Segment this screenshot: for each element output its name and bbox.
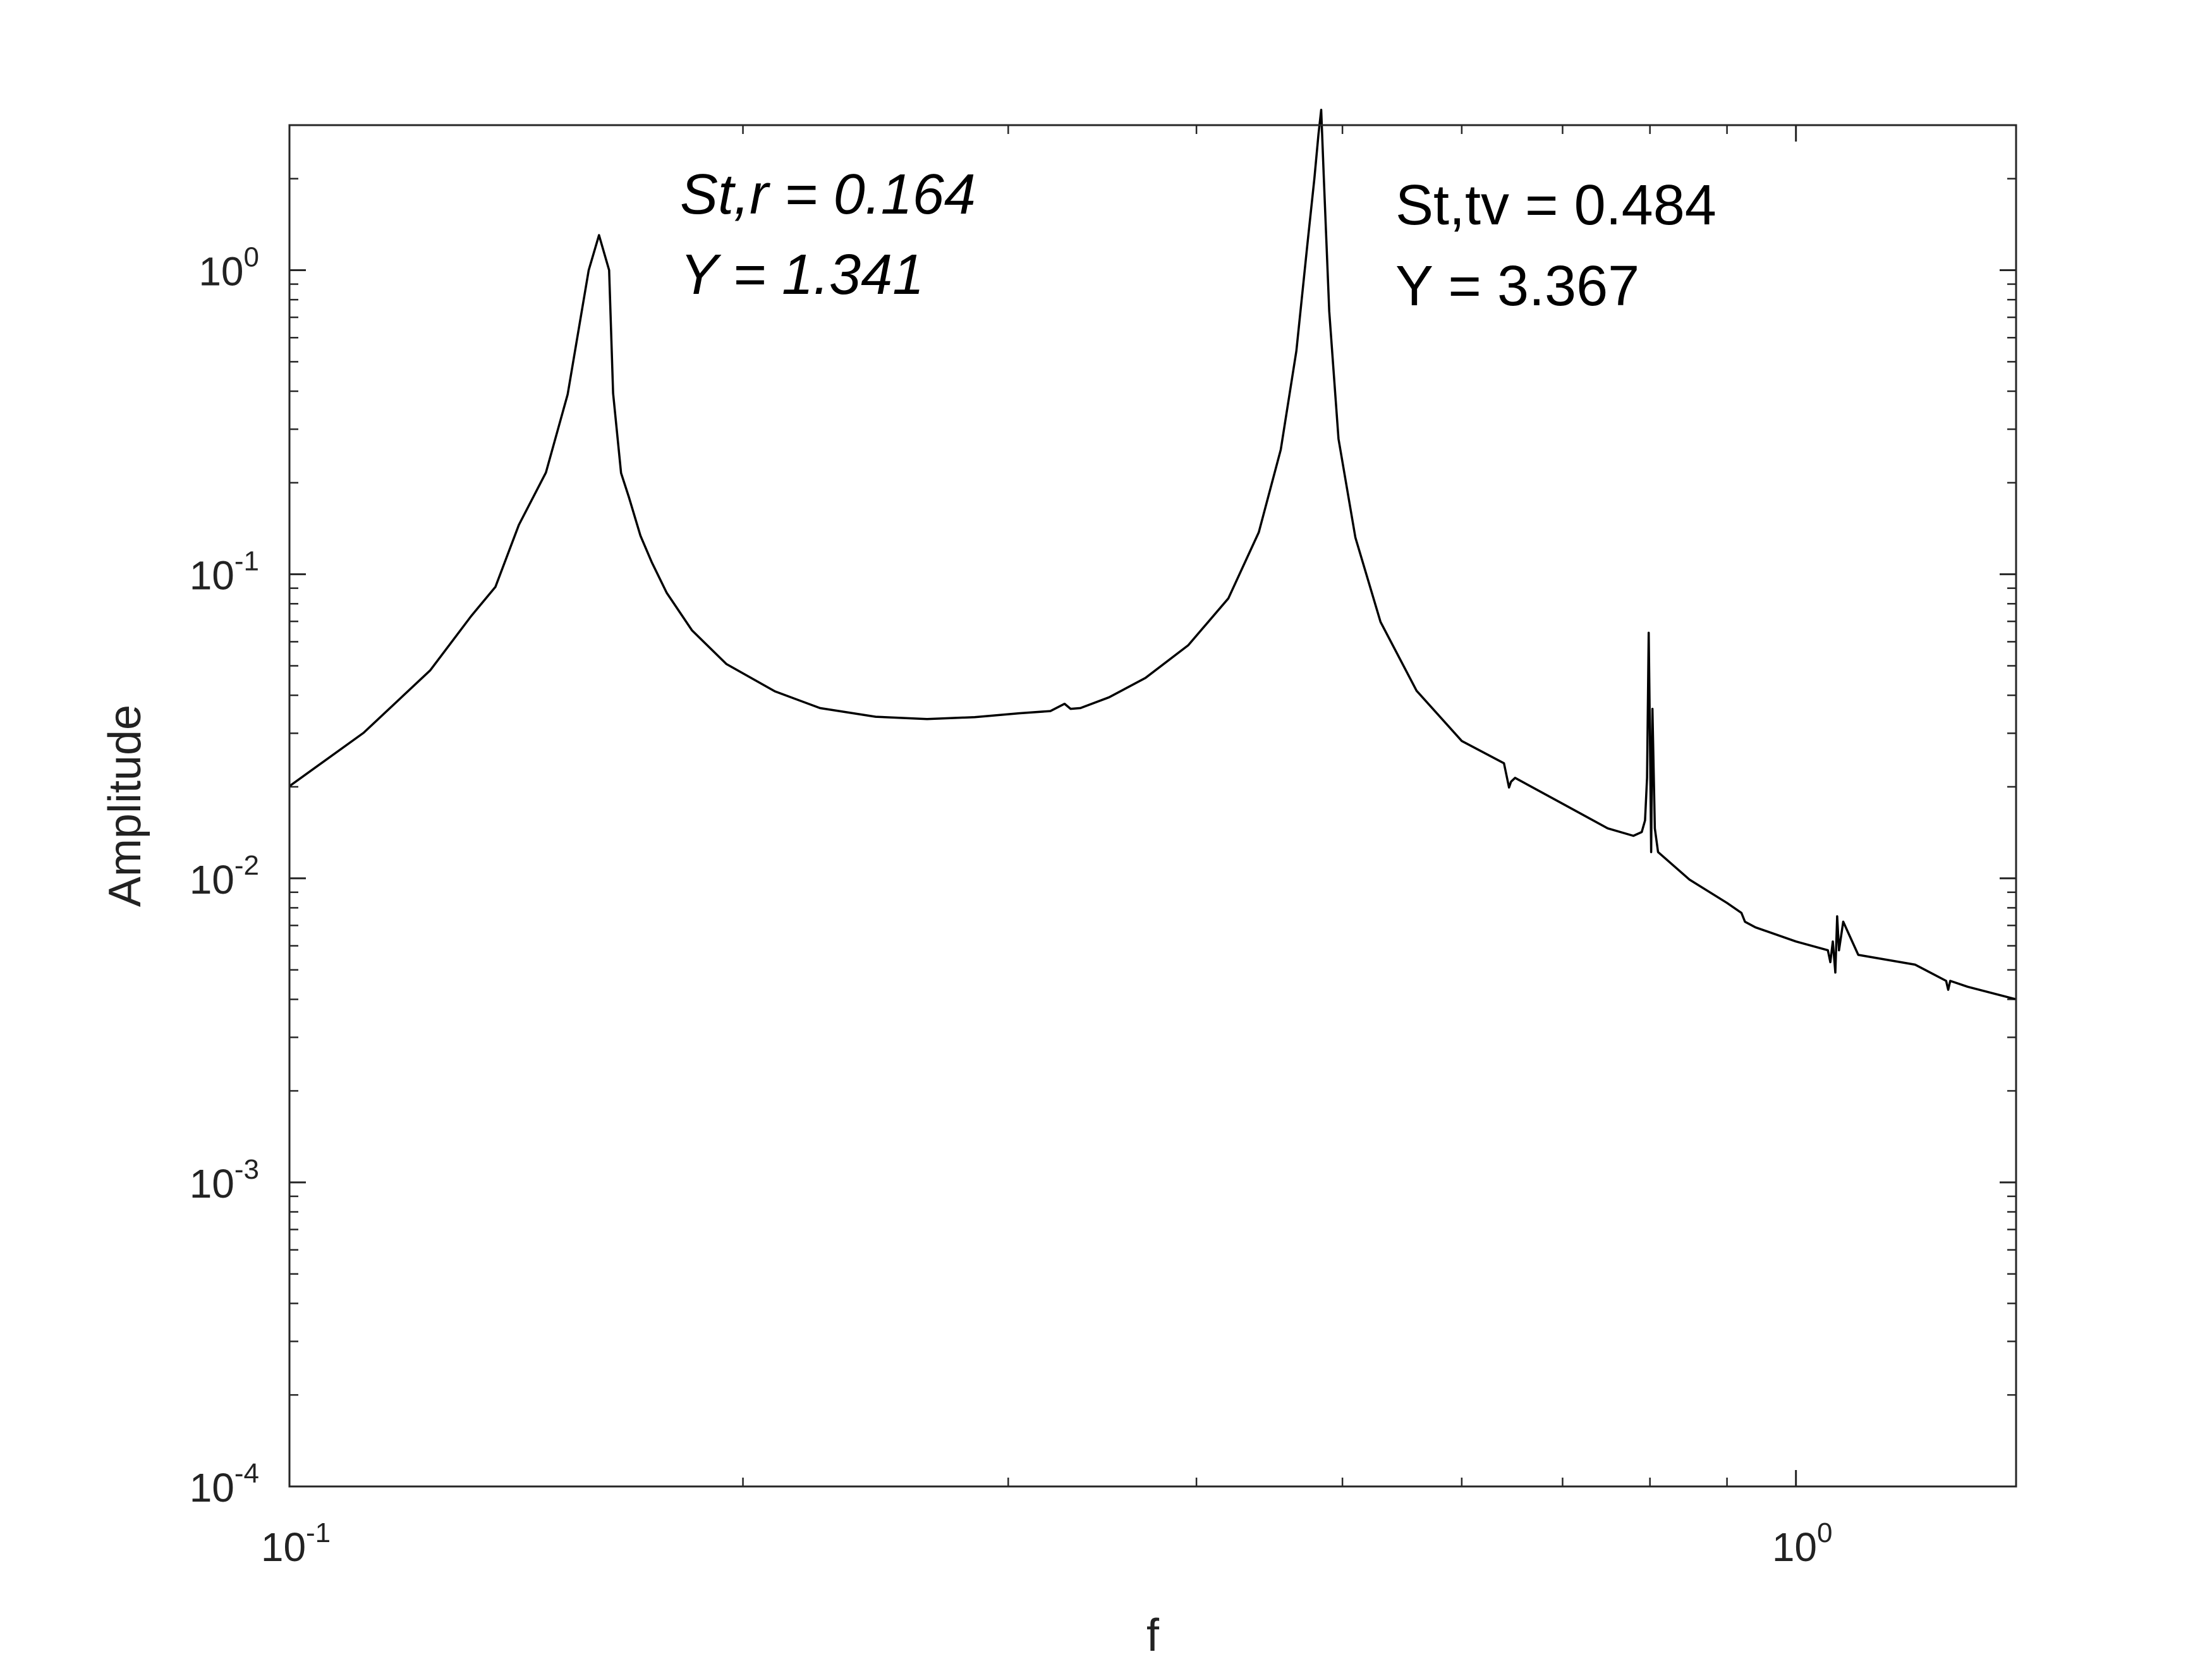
y-tick-label: 100: [198, 242, 259, 295]
y-tick-label: 10-3: [190, 1154, 259, 1206]
y-tick-label: 10-1: [190, 546, 259, 599]
annotation-st-tv: St,tv = 0.484 Y = 3.367: [1395, 174, 1717, 318]
y-tick-labels: 10-4 10-3 10-2 10-1 100: [190, 242, 259, 1510]
plot-frame: [288, 124, 2017, 1488]
y-tick-label: 10-2: [190, 850, 259, 902]
major-ticks: [288, 125, 2016, 1488]
x-tick-label: 100: [1772, 1517, 1833, 1570]
x-tick-label: 10-1: [261, 1517, 331, 1570]
annotation-st-tv-line1: St,tv = 0.484: [1395, 174, 1717, 237]
plot-area: [288, 109, 2017, 1488]
y-tick-label: 10-4: [190, 1458, 259, 1510]
x-tick-labels: 10-1 100: [261, 1517, 1833, 1570]
annotation-st-r: St,r = 0.164 Y = 1.341: [680, 163, 976, 307]
annotation-st-r-line1: St,r = 0.164: [680, 163, 976, 226]
y-axis-label: Amplitude: [100, 705, 150, 907]
amplitude-series-line: [288, 109, 2017, 1000]
minor-ticks: [289, 125, 2016, 1486]
x-axis-label: f: [1146, 1610, 1160, 1659]
annotation-st-tv-line2: Y = 3.367: [1395, 255, 1639, 318]
annotation-st-r-line2: Y = 1.341: [680, 243, 924, 307]
